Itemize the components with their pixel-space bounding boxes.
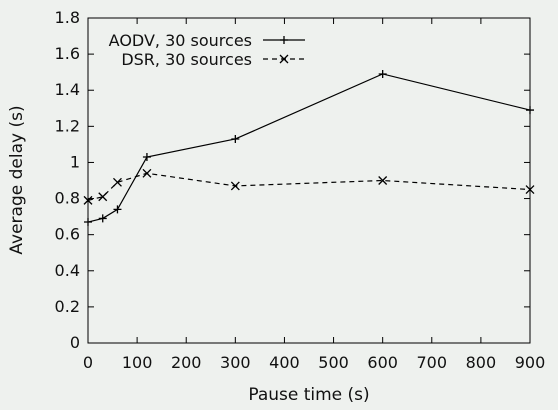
- data-point-series-1: [84, 218, 92, 227]
- y-tick-label: 1.6: [55, 44, 80, 63]
- y-axis-title: Average delay (s): [7, 105, 27, 254]
- y-tick-label: 0.2: [55, 297, 80, 316]
- y-tick-label: 1: [70, 152, 80, 171]
- x-tick-label: 500: [318, 353, 349, 372]
- data-point-series-2: [230, 181, 240, 191]
- y-tick-label: 0.4: [55, 261, 80, 280]
- y-tick-label: 1.2: [55, 116, 80, 135]
- y-tick-label: 1.4: [55, 80, 80, 99]
- x-tick-label: 900: [515, 353, 546, 372]
- y-tick-label: 1.8: [55, 8, 80, 27]
- legend-label-2: DSR, 30 sources: [121, 50, 252, 69]
- legend-label-1: AODV, 30 sources: [109, 31, 252, 50]
- data-point-series-2: [525, 185, 535, 194]
- legend-marker-2: [279, 54, 289, 64]
- y-axis: 0 0.2 0.4 0.6 0.8 1 1.2 1.4 1.6 1.8: [55, 8, 530, 352]
- data-point-series-2: [83, 195, 93, 205]
- x-tick-label: 300: [220, 353, 251, 372]
- data-point-series-1: [98, 214, 107, 223]
- plot-area: [87, 17, 531, 344]
- x-tick-label: 700: [417, 353, 448, 372]
- data-point-series-2: [142, 168, 152, 178]
- data-point-series-1: [378, 69, 387, 78]
- x-tick-label: 400: [269, 353, 300, 372]
- y-tick-label: 0: [70, 333, 80, 352]
- legend-marker-1: [280, 36, 288, 44]
- data-point-series-1: [231, 134, 240, 143]
- x-tick-label: 0: [83, 353, 93, 372]
- data-point-series-2: [113, 177, 122, 187]
- x-tick-label: 800: [466, 353, 497, 372]
- x-axis: 0 100 200 300 400 500 600 700 800 900: [83, 18, 545, 372]
- data-point-series-2: [378, 176, 388, 185]
- data-point-series-1: [142, 153, 151, 162]
- x-tick-label: 600: [367, 353, 398, 372]
- y-tick-label: 0.6: [55, 225, 80, 244]
- x-axis-title: Pause time (s): [248, 385, 369, 405]
- data-point-series-1: [526, 106, 534, 115]
- x-tick-label: 200: [171, 353, 202, 372]
- data-point-series-2: [98, 192, 108, 202]
- x-tick-label: 100: [122, 353, 153, 372]
- series-layer: [83, 69, 535, 227]
- y-tick-label: 0.8: [55, 189, 80, 208]
- data-point-series-1: [113, 205, 122, 214]
